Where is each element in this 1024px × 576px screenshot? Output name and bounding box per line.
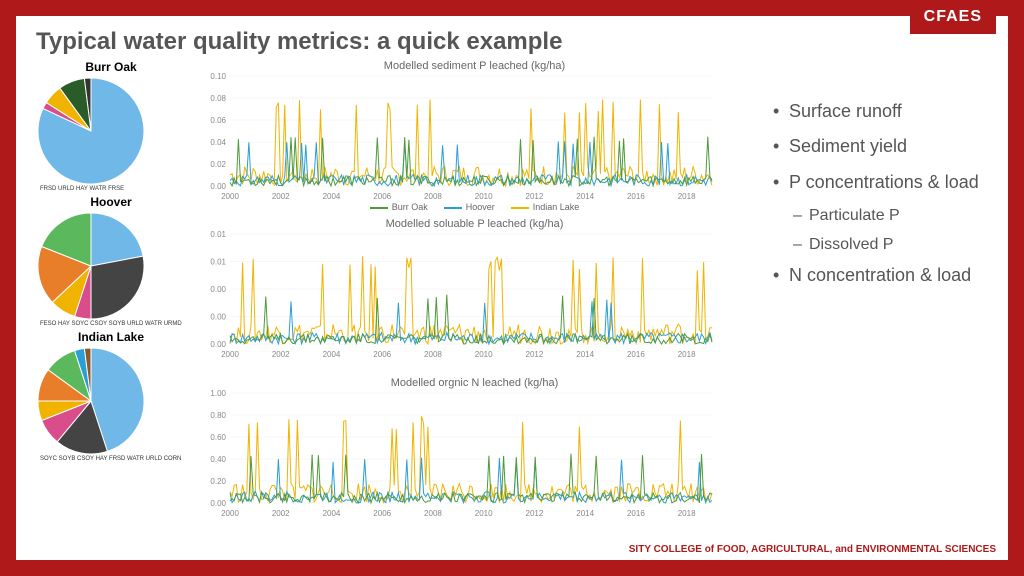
timeseries-chart: 0.00 0.20 0.40 0.60 0.80 1.00 2000 2002 2004 2006…: [196, 389, 716, 519]
pie-legend: FESO HAY SOYC CSOY SOYB URLD WATR URMD: [36, 321, 186, 328]
timeseries-column: Modelled sediment P leached (kg/ha)0.000…: [196, 60, 753, 534]
svg-text:2006: 2006: [373, 350, 391, 359]
bullet-item: Particulate P: [793, 206, 988, 227]
timeseries-panel: Modelled sediment P leached (kg/ha)0.000…: [196, 60, 753, 216]
svg-text:2002: 2002: [272, 350, 290, 359]
bullet-item: Surface runoff: [773, 100, 988, 123]
bullet-list: Surface runoff Sediment yield P concentrat…: [763, 100, 988, 287]
timeseries-chart: 0.00 0.02 0.04 0.06 0.08 0.10 2000 2002 2004 2006…: [196, 72, 716, 202]
svg-text:2018: 2018: [678, 509, 696, 518]
pie-legend: FRSD URLD HAY WATR FRSE: [36, 186, 186, 193]
svg-text:2006: 2006: [373, 192, 391, 201]
svg-text:0.40: 0.40: [210, 455, 226, 464]
bullet-item: Dissolved P: [793, 235, 988, 256]
pie-title: Hoover: [36, 195, 186, 209]
pie-chart: [36, 76, 146, 186]
svg-text:0.00: 0.00: [210, 285, 226, 294]
pie-column: Burr Oak FRSD URLD HAY WATR FRSE Hoover FES…: [36, 60, 186, 534]
svg-text:2004: 2004: [323, 192, 341, 201]
svg-text:2008: 2008: [424, 509, 442, 518]
svg-text:0.20: 0.20: [210, 477, 226, 486]
svg-text:0.60: 0.60: [210, 433, 226, 442]
bullet-item: Sediment yield: [773, 135, 988, 158]
pie-block: Burr Oak FRSD URLD HAY WATR FRSE: [36, 60, 186, 193]
pie-chart: [36, 211, 146, 321]
svg-text:0.00: 0.00: [210, 313, 226, 322]
svg-text:2004: 2004: [323, 509, 341, 518]
svg-text:0.10: 0.10: [210, 72, 226, 81]
chart-title: Modelled soluable P leached (kg/ha): [196, 218, 753, 230]
svg-text:2000: 2000: [221, 350, 239, 359]
svg-text:0.01: 0.01: [210, 230, 226, 239]
svg-text:2010: 2010: [475, 350, 493, 359]
layout-row: Burr Oak FRSD URLD HAY WATR FRSE Hoover FES…: [36, 60, 988, 534]
pie-block: Hoover FESO HAY SOYC CSOY SOYB URLD WATR …: [36, 195, 186, 328]
svg-text:0.01: 0.01: [210, 258, 226, 267]
svg-text:2008: 2008: [424, 192, 442, 201]
bullet-item: P concentrations & load: [773, 171, 988, 194]
timeseries-panel: Modelled orgnic N leached (kg/ha) 0.00 0.2…: [196, 377, 753, 533]
slide-content: Typical water quality metrics: a quick e…: [16, 16, 1008, 542]
svg-text:0.02: 0.02: [210, 160, 226, 169]
pie-legend: SOYC SOYB CSOY HAY FRSD WATR URLD CORN: [36, 456, 186, 463]
svg-text:2014: 2014: [576, 192, 594, 201]
svg-text:0.80: 0.80: [210, 411, 226, 420]
svg-text:2008: 2008: [424, 350, 442, 359]
svg-text:2014: 2014: [576, 350, 594, 359]
pie-chart: [36, 346, 146, 456]
brand-badge: CFAES: [910, 0, 996, 34]
timeseries-chart: 0.00 0.00 0.00 0.01 0.01 2000 2002 2004 2006 2008…: [196, 230, 716, 360]
svg-text:2016: 2016: [627, 350, 645, 359]
pie-title: Indian Lake: [36, 330, 186, 344]
svg-text:2002: 2002: [272, 509, 290, 518]
svg-text:2012: 2012: [526, 192, 544, 201]
bullet-column: Surface runoff Sediment yield P concentrat…: [763, 60, 988, 534]
svg-text:2002: 2002: [272, 192, 290, 201]
timeseries-panel: Modelled soluable P leached (kg/ha)0.000…: [196, 218, 753, 374]
svg-text:0.04: 0.04: [210, 138, 226, 147]
svg-text:2012: 2012: [526, 509, 544, 518]
chart-title: Modelled orgnic N leached (kg/ha): [196, 377, 753, 389]
chart-title: Modelled sediment P leached (kg/ha): [196, 60, 753, 72]
svg-text:0.06: 0.06: [210, 116, 226, 125]
pie-block: Indian Lake SOYC SOYB CSOY HAY FRSD WATR …: [36, 330, 186, 463]
svg-text:2014: 2014: [576, 509, 594, 518]
pie-title: Burr Oak: [36, 60, 186, 74]
svg-text:0.00: 0.00: [210, 340, 226, 349]
svg-text:2016: 2016: [627, 192, 645, 201]
bullet-item: N concentration & load: [773, 264, 988, 287]
svg-text:2004: 2004: [323, 350, 341, 359]
svg-text:1.00: 1.00: [210, 389, 226, 398]
svg-text:2010: 2010: [475, 509, 493, 518]
chart-legend: Burr OakHooverIndian Lake: [196, 202, 753, 212]
footer-text: SITY COLLEGE of FOOD, AGRICULTURAL, and …: [16, 542, 1008, 560]
svg-text:2000: 2000: [221, 509, 239, 518]
svg-text:2006: 2006: [373, 509, 391, 518]
svg-text:2010: 2010: [475, 192, 493, 201]
svg-text:0.08: 0.08: [210, 94, 226, 103]
svg-text:0.00: 0.00: [210, 499, 226, 508]
svg-text:2012: 2012: [526, 350, 544, 359]
svg-text:2000: 2000: [221, 192, 239, 201]
svg-text:2018: 2018: [678, 192, 696, 201]
slide-title: Typical water quality metrics: a quick e…: [36, 28, 988, 56]
svg-text:2016: 2016: [627, 509, 645, 518]
svg-text:0.00: 0.00: [210, 182, 226, 191]
svg-text:2018: 2018: [678, 350, 696, 359]
